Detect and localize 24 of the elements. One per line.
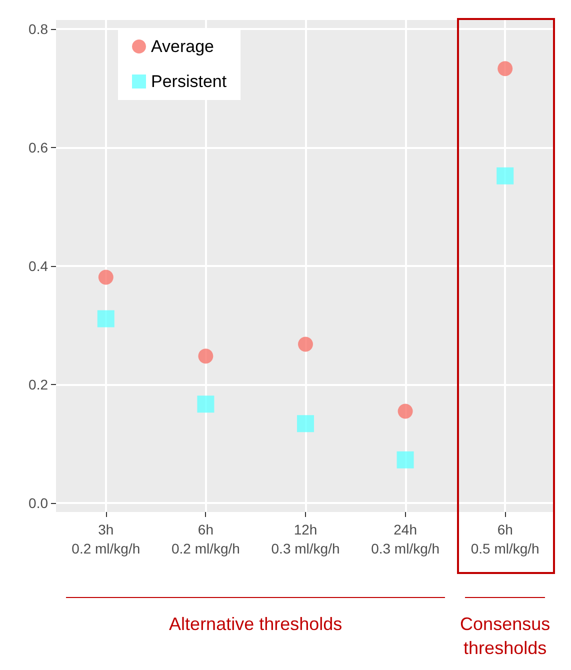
y-tick-label: 0.4 bbox=[28, 258, 48, 274]
y-tick-label: 0.0 bbox=[28, 495, 48, 512]
legend-label: Persistent bbox=[151, 72, 227, 91]
point bbox=[197, 396, 214, 413]
y-tick-label: 0.8 bbox=[28, 20, 48, 37]
point bbox=[398, 404, 413, 419]
x-tick-label: 24h 0.3 ml/kg/h bbox=[371, 522, 440, 556]
legend-label: Average bbox=[151, 37, 214, 56]
y-tick-label: 0.2 bbox=[28, 376, 48, 393]
point bbox=[98, 270, 114, 285]
point bbox=[298, 336, 313, 352]
point bbox=[496, 167, 514, 184]
point bbox=[297, 415, 314, 432]
y-tick-label: 0.6 bbox=[28, 139, 48, 156]
point bbox=[97, 310, 114, 328]
point bbox=[198, 348, 214, 364]
text: Alternative thresholds bbox=[168, 613, 344, 636]
x-tick-label: 6h 0.2 ml/kg/h bbox=[171, 522, 240, 556]
point bbox=[498, 61, 513, 76]
point bbox=[396, 451, 414, 468]
x-tick-label: 3h 0.2 ml/kg/h bbox=[72, 522, 140, 556]
x-tick-label: 12h 0.3 ml/kg/h bbox=[271, 522, 340, 556]
x-tick-label: 6h 0.5 ml/kg/h bbox=[470, 522, 540, 556]
text: Consensus thresholds bbox=[459, 613, 552, 660]
